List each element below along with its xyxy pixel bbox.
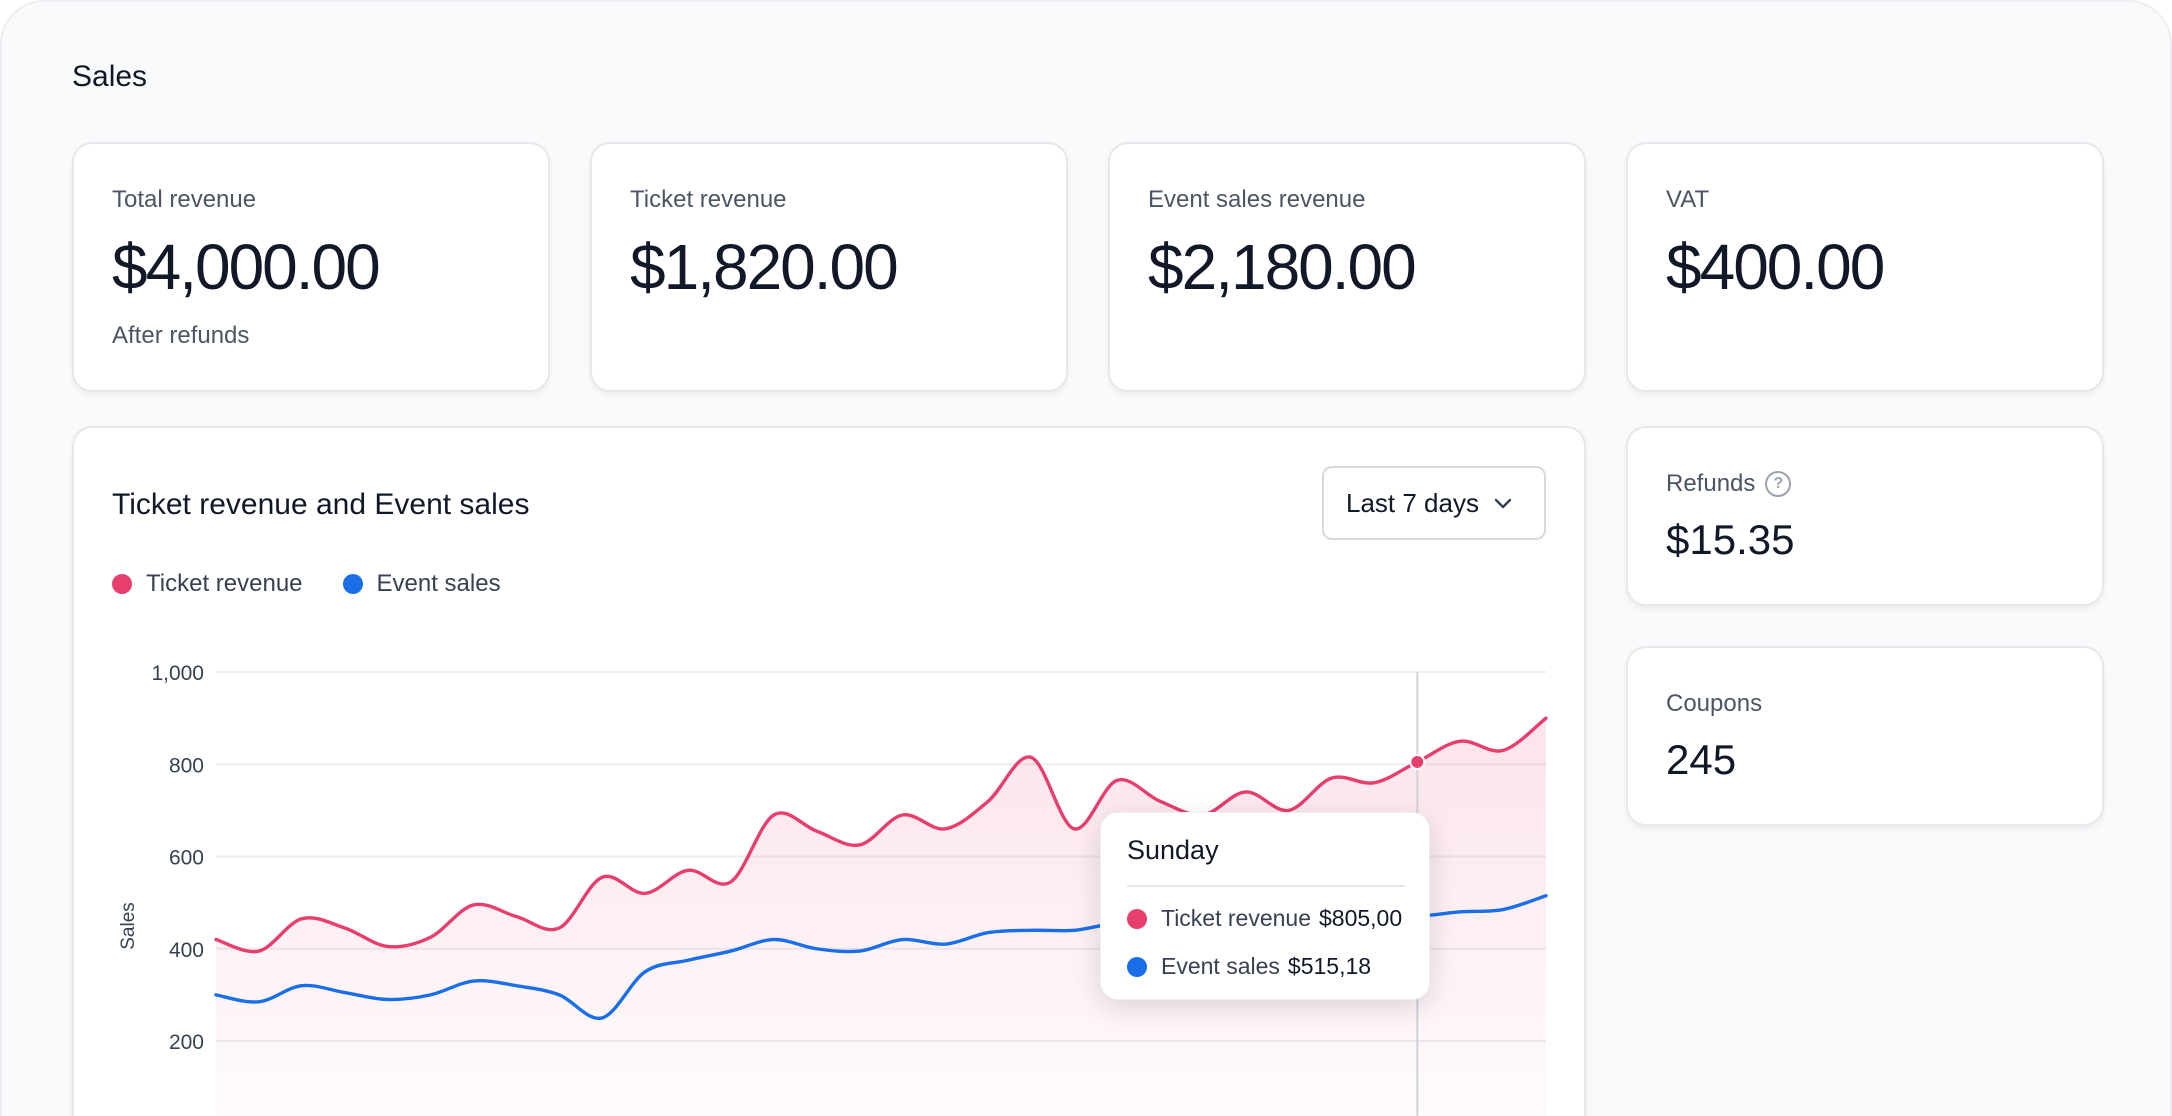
stat-card-event-sales-revenue: Event sales revenue $2,180.00 bbox=[1108, 142, 1586, 392]
tooltip-row-label: Event sales bbox=[1161, 953, 1280, 979]
ticket-revenue-line bbox=[214, 716, 1548, 954]
stat-card-vat: VAT $400.00 bbox=[1626, 142, 2104, 392]
y-tick-label: 1,000 bbox=[151, 662, 204, 685]
legend-label: Ticket revenue bbox=[146, 570, 303, 597]
legend-item-event-sales[interactable]: Event sales bbox=[342, 570, 501, 598]
refunds-value: $15.35 bbox=[1666, 516, 1795, 563]
stat-label: Ticket revenue bbox=[630, 186, 787, 213]
y-axis-label: Sales bbox=[118, 902, 139, 950]
tooltip-row-label: Ticket revenue bbox=[1161, 905, 1311, 931]
date-range-select[interactable]: Last 7 days bbox=[1322, 466, 1546, 540]
tooltip-row-ticket: Ticket revenue $805,00 bbox=[1127, 905, 1402, 932]
coupons-label: Coupons bbox=[1666, 690, 1763, 717]
stat-label: Event sales revenue bbox=[1148, 186, 1366, 213]
question-circle-icon[interactable]: ? bbox=[1765, 471, 1792, 497]
refunds-label-row: Refunds ? bbox=[1666, 470, 1792, 498]
legend-item-ticket-revenue[interactable]: Ticket revenue bbox=[112, 570, 303, 598]
date-range-value: Last 7 days bbox=[1346, 487, 1479, 518]
ticket-revenue-swatch bbox=[1127, 908, 1147, 929]
tooltip-row-value: $515,18 bbox=[1287, 953, 1372, 979]
stat-value: $1,820.00 bbox=[630, 231, 899, 303]
stat-value: $2,180.00 bbox=[1148, 231, 1417, 303]
tooltip-title: Sunday bbox=[1127, 835, 1219, 865]
tooltip-row-event: Event sales $515,18 bbox=[1127, 953, 1371, 980]
stat-label: Total revenue bbox=[112, 186, 257, 213]
y-tick-label: 400 bbox=[169, 939, 204, 962]
event-sales-swatch bbox=[1127, 956, 1147, 977]
chart-tooltip: Sunday Ticket revenue $805,00 Event sale… bbox=[1100, 812, 1430, 1000]
refunds-label: Refunds bbox=[1666, 470, 1756, 497]
y-tick-label: 800 bbox=[169, 754, 204, 777]
y-tick-label: 600 bbox=[169, 847, 204, 870]
legend-label: Event sales bbox=[376, 570, 501, 597]
stat-card-ticket-revenue: Ticket revenue $1,820.00 bbox=[590, 142, 1068, 392]
stat-sub: After refunds bbox=[112, 322, 250, 349]
chevron-down-icon bbox=[1494, 498, 1512, 509]
ticket-revenue-point[interactable] bbox=[1409, 753, 1426, 770]
ticket-revenue-swatch bbox=[112, 574, 132, 594]
page-title: Sales bbox=[72, 60, 148, 93]
refunds-card: Refunds ? $15.35 bbox=[1626, 426, 2104, 606]
event-sales-swatch bbox=[342, 574, 363, 594]
coupons-card: Coupons 245 bbox=[1626, 646, 2104, 826]
tooltip-divider bbox=[1127, 885, 1405, 887]
tooltip-row-value: $805,00 bbox=[1319, 905, 1403, 931]
stat-value: $400.00 bbox=[1666, 231, 1885, 303]
stat-value: $4,000.00 bbox=[112, 231, 381, 303]
stat-label: VAT bbox=[1666, 186, 1710, 213]
coupons-value: 245 bbox=[1666, 736, 1737, 783]
stat-card-total-revenue: Total revenue $4,000.00 After refunds bbox=[72, 142, 550, 392]
chart-legend: Ticket revenue Event sales bbox=[112, 570, 501, 598]
chart-title: Ticket revenue and Event sales bbox=[112, 488, 530, 521]
y-tick-label: 200 bbox=[169, 1031, 204, 1054]
